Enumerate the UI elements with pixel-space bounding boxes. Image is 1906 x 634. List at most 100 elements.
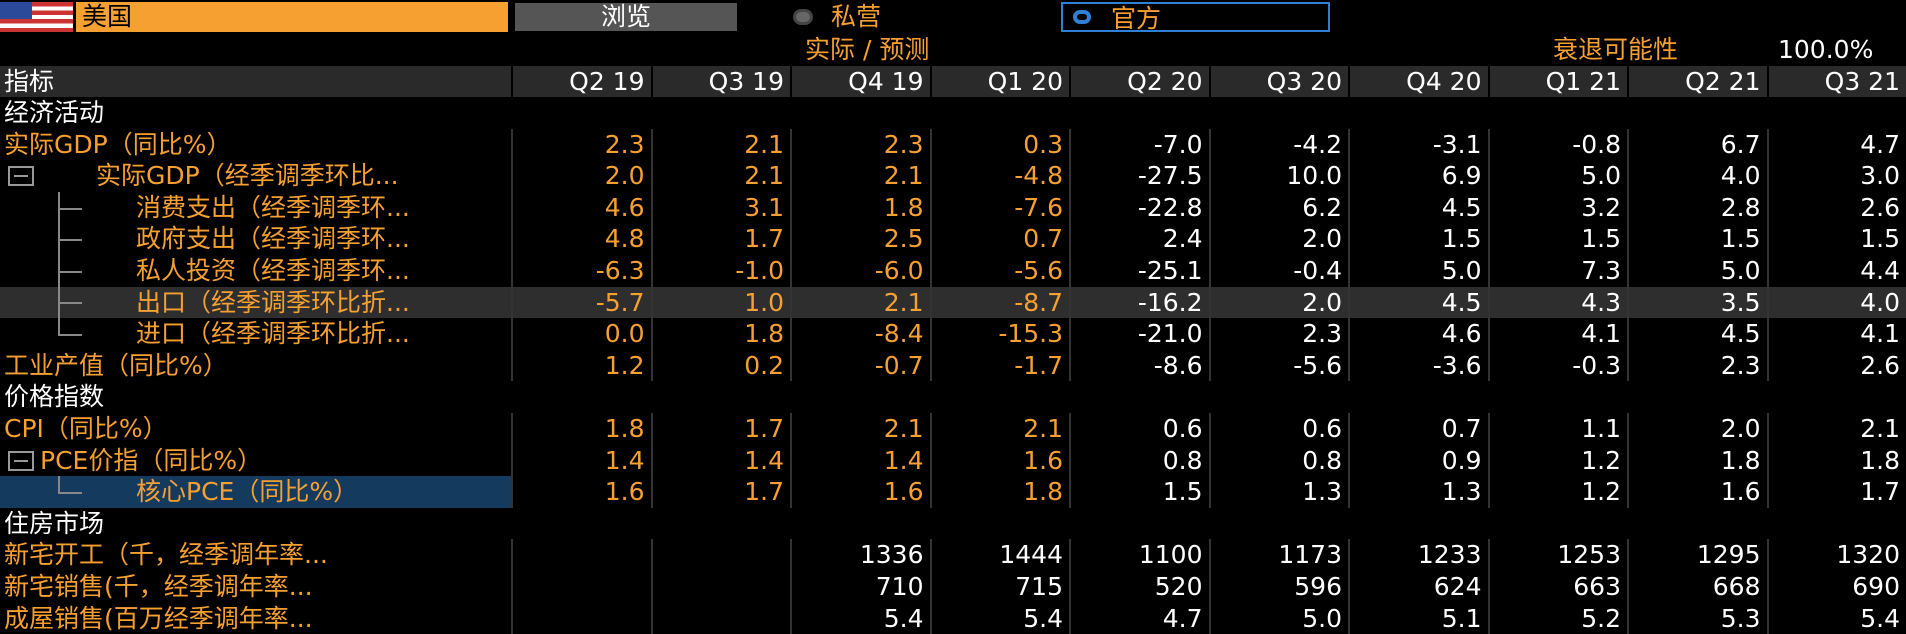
data-cell: 4.5 — [1348, 287, 1488, 319]
data-cell: 1.5 — [1348, 223, 1488, 255]
data-cell: 1253 — [1488, 539, 1628, 571]
data-cell: 4.0 — [1767, 287, 1906, 319]
column-separator — [651, 603, 653, 634]
data-cell: 2.1 — [930, 413, 1070, 445]
data-cell: 4.1 — [1488, 318, 1628, 350]
row-label[interactable]: 出口（经季调季环比折... — [136, 287, 513, 319]
column-header: Q2 20 — [1069, 66, 1209, 98]
data-cell: 2.1 — [790, 160, 930, 192]
data-cell: 690 — [1767, 571, 1906, 603]
column-separator — [1488, 66, 1490, 97]
data-cell: 1100 — [1069, 539, 1209, 571]
row-label[interactable]: 实际GDP（经季调季环比... — [96, 160, 507, 192]
row-label[interactable]: CPI（同比%） — [4, 413, 471, 445]
data-cell: 4.6 — [1348, 318, 1488, 350]
tree-line — [58, 192, 82, 210]
data-cell: 0.9 — [1348, 445, 1488, 477]
data-cell: 5.0 — [1209, 603, 1349, 634]
data-cell: 1173 — [1209, 539, 1349, 571]
row-label[interactable]: 成屋销售(百万经季调年率... — [4, 603, 471, 634]
column-separator — [511, 539, 513, 571]
data-cell: -0.4 — [1209, 255, 1349, 287]
data-cell: 668 — [1627, 571, 1767, 603]
data-cell: 1.7 — [651, 413, 791, 445]
data-cell: 2.3 — [1209, 318, 1349, 350]
data-cell: 1.4 — [790, 445, 930, 477]
data-cell: 2.3 — [1627, 350, 1767, 382]
data-cell: 2.6 — [1767, 350, 1906, 382]
data-cell: -1.7 — [930, 350, 1070, 382]
section-label: 经济活动 — [4, 97, 471, 129]
row-label[interactable]: PCE价指（同比%） — [40, 445, 507, 477]
data-cell: 4.8 — [511, 223, 651, 255]
radio-option[interactable]: 私营 — [783, 2, 1043, 32]
data-cell: -5.6 — [1209, 350, 1349, 382]
tree-line — [58, 271, 60, 287]
data-cell: 1.8 — [511, 413, 651, 445]
column-separator — [651, 571, 653, 603]
data-cell: 1.7 — [651, 223, 791, 255]
collapse-toggle[interactable] — [8, 451, 34, 471]
radio-option[interactable]: 官方 — [1061, 2, 1330, 32]
data-cell: 4.5 — [1627, 318, 1767, 350]
data-cell: 1.2 — [511, 350, 651, 382]
data-cell: 5.2 — [1488, 603, 1628, 634]
recession-label: 衰退可能性 — [1553, 34, 1678, 66]
country-field[interactable]: 美国 — [76, 2, 508, 32]
data-cell: 3.5 — [1627, 287, 1767, 319]
data-cell: 1.8 — [1627, 445, 1767, 477]
column-header: Q3 21 — [1767, 66, 1906, 98]
column-header: Q3 20 — [1209, 66, 1349, 98]
tree-line — [58, 255, 82, 273]
data-cell: 0.3 — [930, 129, 1070, 161]
browse-button[interactable]: 浏览 — [515, 3, 737, 31]
data-cell: 1.5 — [1488, 223, 1628, 255]
column-separator — [651, 66, 653, 97]
row-label[interactable]: 实际GDP（同比%） — [4, 129, 471, 161]
row-label[interactable]: 新宅销售(千，经季调年率... — [4, 571, 471, 603]
data-cell: 2.0 — [1627, 413, 1767, 445]
data-cell: 4.6 — [511, 192, 651, 224]
data-cell: 5.3 — [1627, 603, 1767, 634]
data-cell: 5.0 — [1488, 160, 1628, 192]
data-cell: -4.2 — [1209, 129, 1349, 161]
data-cell: -21.0 — [1069, 318, 1209, 350]
data-cell: 5.4 — [790, 603, 930, 634]
row-label[interactable]: 消费支出（经季调季环... — [136, 192, 513, 224]
data-cell: 4.0 — [1627, 160, 1767, 192]
column-separator — [651, 539, 653, 571]
data-cell: 1.7 — [1767, 476, 1906, 508]
column-separator — [511, 571, 513, 603]
row-label[interactable]: 新宅开工（千，经季调年率... — [4, 539, 471, 571]
data-cell: 1.6 — [930, 445, 1070, 477]
data-cell: 1.5 — [1767, 223, 1906, 255]
data-cell: -5.6 — [930, 255, 1070, 287]
data-cell: -3.1 — [1348, 129, 1488, 161]
column-separator — [511, 66, 513, 97]
collapse-toggle[interactable] — [8, 166, 34, 186]
data-cell: 0.7 — [930, 223, 1070, 255]
data-cell: 520 — [1069, 571, 1209, 603]
row-label[interactable]: 核心PCE（同比%） — [136, 476, 513, 508]
data-cell: 5.4 — [930, 603, 1070, 634]
column-header: Q2 21 — [1627, 66, 1767, 98]
tree-line — [58, 318, 82, 336]
data-cell: 1.6 — [511, 476, 651, 508]
column-separator — [1069, 66, 1071, 97]
column-separator — [1767, 66, 1769, 97]
data-cell: 1295 — [1627, 539, 1767, 571]
data-cell: 5.0 — [1627, 255, 1767, 287]
data-cell: 2.5 — [790, 223, 930, 255]
data-cell: -8.4 — [790, 318, 930, 350]
data-cell: 2.1 — [790, 413, 930, 445]
row-label[interactable]: 工业产值（同比%） — [4, 350, 471, 382]
data-cell: 1.5 — [1627, 223, 1767, 255]
tree-line — [58, 287, 82, 305]
row-label[interactable]: 政府支出（经季调季环... — [136, 223, 513, 255]
row-label[interactable]: 私人投资（经季调季环... — [136, 255, 513, 287]
data-cell: 4.5 — [1348, 192, 1488, 224]
row-label[interactable]: 进口（经季调季环比折... — [136, 318, 513, 350]
data-cell: 1.1 — [1488, 413, 1628, 445]
data-cell: 0.2 — [651, 350, 791, 382]
data-cell: -22.8 — [1069, 192, 1209, 224]
